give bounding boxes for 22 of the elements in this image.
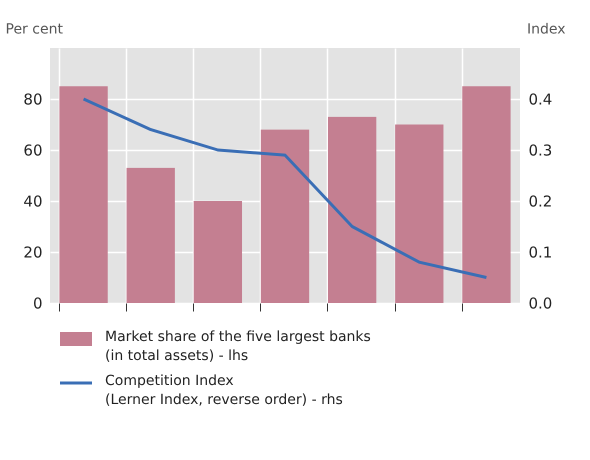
bar bbox=[462, 86, 511, 303]
y-tick-label: 80 bbox=[23, 90, 42, 108]
y2-tick-label: 0.0 bbox=[528, 294, 552, 312]
bar bbox=[328, 116, 376, 303]
y2-tick-label: 0.2 bbox=[528, 192, 552, 210]
y2-tick-label: 0.4 bbox=[528, 90, 552, 108]
y-tick-label: 20 bbox=[23, 244, 42, 262]
bar bbox=[59, 86, 108, 303]
y2-tick-label: 0.1 bbox=[528, 244, 552, 262]
legend-label: Market share of the five largest banks (in total assets) - lhs bbox=[105, 329, 371, 364]
bar bbox=[194, 201, 242, 303]
y-tick-label: 0 bbox=[32, 294, 42, 312]
y2-tick-label: 0.3 bbox=[528, 142, 552, 160]
y-tick-label: 40 bbox=[23, 192, 42, 210]
bar bbox=[126, 168, 175, 303]
bar bbox=[260, 130, 310, 303]
y2-axis-title: Index bbox=[526, 22, 566, 38]
line-series bbox=[82, 98, 488, 279]
bar bbox=[395, 124, 444, 303]
y-axis-title: Per cent bbox=[6, 22, 64, 38]
y-tick-label: 60 bbox=[23, 142, 42, 160]
legend-label: Competition Index (Lerner Index, reverse order) - rhs bbox=[105, 373, 343, 408]
